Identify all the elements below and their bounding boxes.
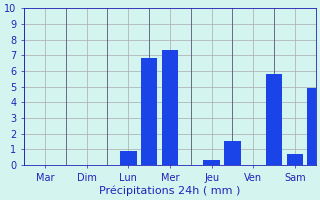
- Bar: [224, 141, 241, 165]
- Bar: [266, 74, 283, 165]
- Bar: [203, 160, 220, 165]
- X-axis label: Précipitations 24h ( mm ): Précipitations 24h ( mm ): [99, 185, 241, 196]
- Bar: [141, 58, 157, 165]
- Bar: [120, 151, 137, 165]
- Bar: [308, 88, 320, 165]
- Bar: [287, 154, 303, 165]
- Bar: [162, 50, 178, 165]
